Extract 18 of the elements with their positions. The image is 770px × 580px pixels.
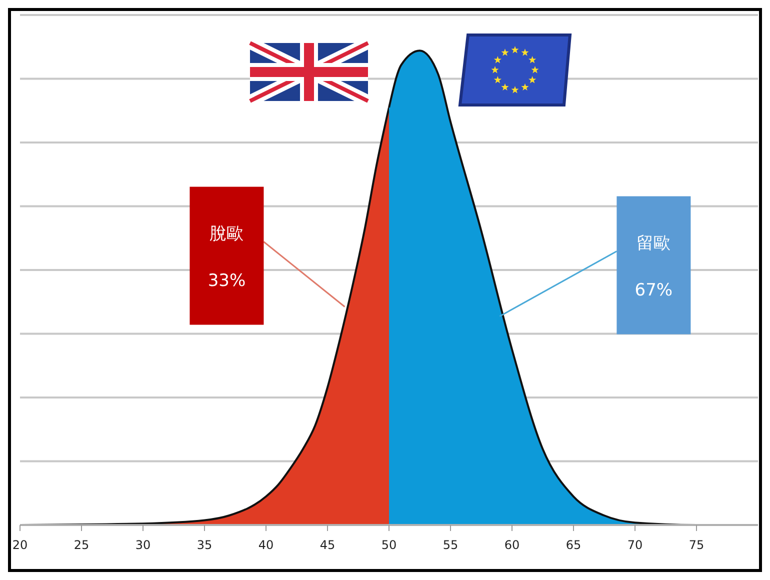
x-tick-label: 60 [504,538,520,552]
x-tick-label: 50 [381,538,397,552]
annotation: 67% [634,280,673,300]
x-tick-label: 65 [566,538,582,552]
x-tick-label: 70 [627,538,643,552]
x-tick-label: 55 [442,538,458,552]
x-tick-label: 75 [688,538,704,552]
callout: 脫歐 33% [190,186,346,325]
annotation: 33% [208,270,246,291]
x-tick-label: 30 [135,538,151,552]
x-tick-label: 20 [12,538,28,552]
x-tick-label: 40 [258,538,274,552]
callout: 留歐 67% [499,196,691,334]
x-tick-label: 35 [196,538,212,552]
x-tick-label: 25 [74,538,90,552]
annotation: 脫歐 [210,224,244,244]
x-tick-label: 45 [320,538,336,552]
annotation: 留歐 [636,233,671,254]
